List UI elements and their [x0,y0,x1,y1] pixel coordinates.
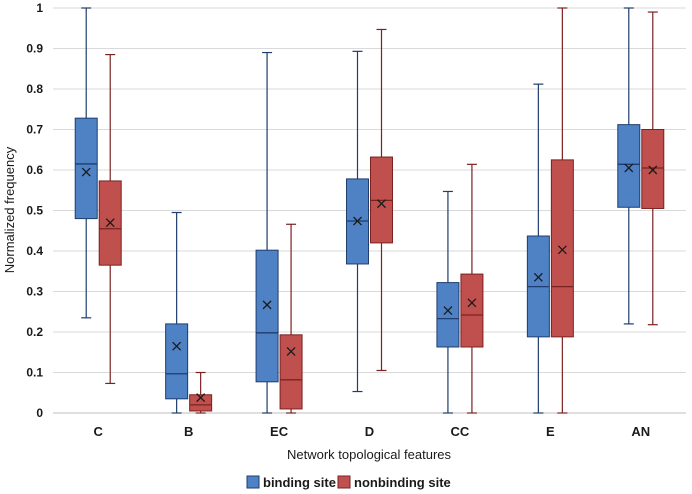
boxes-layer [74,7,665,414]
x-axis-title: Network topological features [287,447,452,462]
box-nonbinding-site-b [189,371,213,414]
mean-marker [624,163,634,173]
x-tick-label-an: AN [631,424,650,439]
legend-swatch-nonbinding-site [337,475,351,489]
mean-marker [443,306,453,315]
mean-marker [648,165,658,175]
box-iqr [550,159,574,338]
box-iqr [617,124,641,208]
y-tick-label: 0.4 [26,244,43,258]
box-nonbinding-site-cc [460,163,484,414]
y-tick-label: 0.9 [26,42,43,56]
box-nonbinding-site-d [370,28,393,372]
mean-marker [81,167,91,177]
mean-marker [353,216,362,226]
x-tick-label-d: D [365,424,374,439]
box-iqr [460,273,484,348]
box-iqr [436,282,460,348]
box-binding-site-e [526,83,550,414]
box-binding-site-d [346,50,369,393]
y-tick-label: 0.8 [26,82,43,96]
y-axis-title: Normalized frequency [2,146,17,273]
y-tick-label: 1 [36,1,43,15]
y-tick-label: 0.6 [26,163,43,177]
mean-marker [105,218,115,228]
mean-marker [377,199,386,209]
mean-marker [557,245,567,255]
box-iqr [279,334,303,410]
y-tick-label: 0.2 [26,325,43,339]
y-tick-label: 0 [36,406,43,420]
mean-marker [262,300,272,310]
x-tick-label-cc: CC [451,424,470,439]
x-tick-label-e: E [546,424,555,439]
mean-marker [172,341,182,351]
box-binding-site-c [74,7,98,319]
y-tick-label: 0.3 [26,285,43,299]
legend-label-binding-site: binding site [263,475,336,490]
gridlines [53,7,686,414]
mean-marker [533,272,543,282]
y-tick-label: 0.5 [26,204,43,218]
box-nonbinding-site-an [641,11,665,326]
x-tick-label-ec: EC [270,424,289,439]
mean-marker [286,346,296,356]
x-tick-label-c: C [94,424,104,439]
box-binding-site-b [165,211,189,414]
x-tick-label-b: B [184,424,193,439]
box-iqr [165,323,189,400]
legend-swatch-binding-site [246,475,260,489]
box-binding-site-cc [436,190,460,414]
y-tick-label: 0.1 [26,366,43,380]
mean-marker [196,393,206,403]
box-nonbinding-site-c [98,53,122,385]
x-axis-ticks: C B EC D CC E AN [94,424,651,439]
box-nonbinding-site-ec [279,223,303,414]
mean-marker [467,298,477,308]
y-tick-label: 0.7 [26,123,43,137]
box-binding-site-an [617,7,641,325]
box-nonbinding-site-e [550,7,574,414]
legend-label-nonbinding-site: nonbinding site [354,475,451,490]
box-iqr [189,394,213,412]
box-iqr [255,249,279,383]
box-iqr [641,129,665,209]
box-iqr [74,117,98,220]
legend: binding site nonbinding site [246,475,451,490]
box-binding-site-ec [255,51,279,414]
y-axis-ticks: 0 0.1 0.2 0.3 0.4 0.5 0.6 0.7 0.8 0.9 1 [26,1,43,420]
